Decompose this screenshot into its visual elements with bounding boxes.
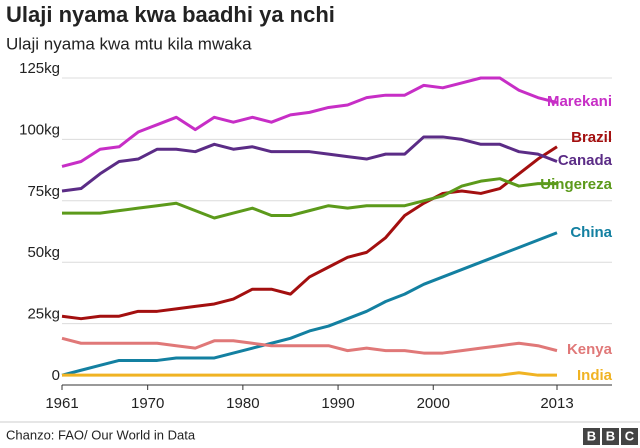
series-label: India xyxy=(577,367,613,384)
source: Chanzo: FAO/ Our World in Data xyxy=(6,427,196,442)
series-line xyxy=(61,231,558,377)
series-label: Uingereza xyxy=(540,176,612,193)
series-label: Brazil xyxy=(571,129,612,146)
chart-title: Ulaji nyama kwa baadhi ya nchi xyxy=(6,2,335,27)
x-tick-label: 1980 xyxy=(226,395,259,412)
series-line xyxy=(62,371,557,377)
y-tick-label: 25kg xyxy=(27,306,60,323)
logo-letter: B xyxy=(587,428,596,443)
logo-letter: C xyxy=(625,428,635,443)
x-tick-label: 1990 xyxy=(321,395,354,412)
logo-box xyxy=(602,428,619,445)
series-line xyxy=(61,76,558,168)
series-label: Marekani xyxy=(547,93,612,110)
x-tick-label: 2000 xyxy=(417,395,450,412)
y-tick-label: 0 xyxy=(52,367,60,384)
y-tick-label: 75kg xyxy=(27,183,60,200)
y-tick-label: 50kg xyxy=(27,244,60,261)
series-line xyxy=(61,145,558,321)
logo-box xyxy=(621,428,638,445)
series-line xyxy=(61,336,558,355)
y-tick-label: 125kg xyxy=(19,60,60,77)
series-line xyxy=(61,135,558,193)
chart-subtitle: Ulaji nyama kwa mtu kila mwaka xyxy=(6,34,252,53)
series-label: Kenya xyxy=(567,341,613,358)
y-tick-label: 100kg xyxy=(19,121,60,138)
x-tick-label: 1961 xyxy=(45,395,78,412)
x-tick-label: 1970 xyxy=(131,395,164,412)
series-line xyxy=(62,177,557,220)
logo-box xyxy=(583,428,600,445)
logo-letter: B xyxy=(606,428,615,443)
series-label: China xyxy=(570,224,612,241)
x-tick-label: 2013 xyxy=(540,395,573,412)
series-label: Canada xyxy=(558,152,613,169)
